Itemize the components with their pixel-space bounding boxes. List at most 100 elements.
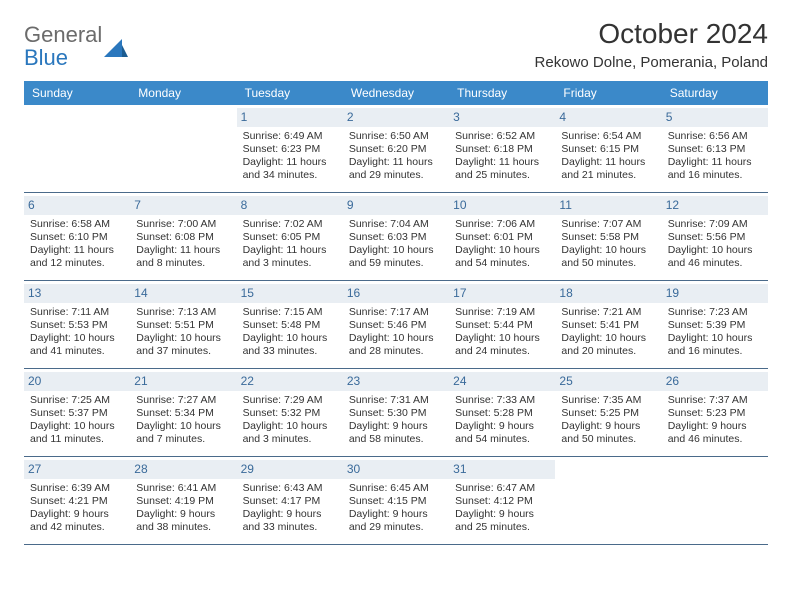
day-number: 7 bbox=[130, 196, 236, 215]
sunrise-text: Sunrise: 6:45 AM bbox=[349, 482, 443, 495]
sunrise-text: Sunrise: 6:58 AM bbox=[30, 218, 124, 231]
day-number: 30 bbox=[343, 460, 449, 479]
calendar-cell: 22Sunrise: 7:29 AMSunset: 5:32 PMDayligh… bbox=[237, 369, 343, 457]
calendar-cell: 8Sunrise: 7:02 AMSunset: 6:05 PMDaylight… bbox=[237, 193, 343, 281]
brand-triangle-icon bbox=[104, 37, 128, 59]
sunset-text: Sunset: 4:21 PM bbox=[30, 495, 124, 508]
weekday-heading: Monday bbox=[130, 81, 236, 105]
calendar-cell: 26Sunrise: 7:37 AMSunset: 5:23 PMDayligh… bbox=[662, 369, 768, 457]
sunset-text: Sunset: 6:03 PM bbox=[349, 231, 443, 244]
day-number: 1 bbox=[237, 108, 343, 127]
calendar-cell: 17 Sunrise: 7:19 AMSunset: 5:44 PMDayligh… bbox=[449, 281, 555, 369]
sunrise-text: Sunrise: 6:39 AM bbox=[30, 482, 124, 495]
day-number: 3 bbox=[449, 108, 555, 127]
daylight-text: Daylight: 11 hours and 34 minutes. bbox=[243, 156, 337, 182]
daylight-text: Daylight: 10 hours and 16 minutes. bbox=[668, 332, 762, 358]
calendar-cell-empty bbox=[130, 105, 236, 193]
daylight-text: Daylight: 11 hours and 25 minutes. bbox=[455, 156, 549, 182]
calendar-cell-empty bbox=[24, 105, 130, 193]
day-number: 23 bbox=[343, 372, 449, 391]
daylight-text: Daylight: 10 hours and 50 minutes. bbox=[561, 244, 655, 270]
sunrise-text: Sunrise: 7:06 AM bbox=[455, 218, 549, 231]
calendar-cell: 18Sunrise: 7:21 AMSunset: 5:41 PMDayligh… bbox=[555, 281, 661, 369]
sunrise-text: Sunrise: 6:56 AM bbox=[668, 130, 762, 143]
title-block: October 2024 Rekowo Dolne, Pomerania, Po… bbox=[535, 18, 768, 71]
calendar-cell: 21Sunrise: 7:27 AMSunset: 5:34 PMDayligh… bbox=[130, 369, 236, 457]
sunset-text: Sunset: 5:56 PM bbox=[668, 231, 762, 244]
day-number: 17 bbox=[449, 284, 555, 303]
sunset-text: Sunset: 5:46 PM bbox=[349, 319, 443, 332]
day-info: Sunrise: 7:35 AMSunset: 5:25 PMDaylight:… bbox=[561, 394, 655, 447]
sunset-text: Sunset: 5:39 PM bbox=[668, 319, 762, 332]
day-number: 19 bbox=[662, 284, 768, 303]
sunset-text: Sunset: 5:23 PM bbox=[668, 407, 762, 420]
sunset-text: Sunset: 6:18 PM bbox=[455, 143, 549, 156]
sunrise-text: Sunrise: 7:35 AM bbox=[561, 394, 655, 407]
day-number: 31 bbox=[449, 460, 555, 479]
daylight-text: Daylight: 11 hours and 29 minutes. bbox=[349, 156, 443, 182]
month-title: October 2024 bbox=[535, 18, 768, 50]
day-info: Sunrise: 7:27 AMSunset: 5:34 PMDaylight:… bbox=[136, 394, 230, 447]
calendar-cell: 12Sunrise: 7:09 AMSunset: 5:56 PMDayligh… bbox=[662, 193, 768, 281]
sunrise-text: Sunrise: 6:41 AM bbox=[136, 482, 230, 495]
sunrise-text: Sunrise: 7:23 AM bbox=[668, 306, 762, 319]
daylight-text: Daylight: 11 hours and 3 minutes. bbox=[243, 244, 337, 270]
calendar-body: 1 Sunrise: 6:49 AMSunset: 6:23 PMDaylight… bbox=[24, 105, 768, 545]
daylight-text: Daylight: 11 hours and 8 minutes. bbox=[136, 244, 230, 270]
brand-word1: General bbox=[24, 22, 102, 47]
day-info: Sunrise: 6:49 AMSunset: 6:23 PMDaylight:… bbox=[243, 130, 337, 183]
day-number: 22 bbox=[237, 372, 343, 391]
daylight-text: Daylight: 10 hours and 7 minutes. bbox=[136, 420, 230, 446]
sunrise-text: Sunrise: 6:52 AM bbox=[455, 130, 549, 143]
sunset-text: Sunset: 6:05 PM bbox=[243, 231, 337, 244]
day-info: Sunrise: 7:23 AMSunset: 5:39 PMDaylight:… bbox=[668, 306, 762, 359]
calendar-cell: 13Sunrise: 7:11 AMSunset: 5:53 PMDayligh… bbox=[24, 281, 130, 369]
day-number: 2 bbox=[343, 108, 449, 127]
day-info: Sunrise: 7:11 AMSunset: 5:53 PMDaylight:… bbox=[30, 306, 124, 359]
weekday-heading: Wednesday bbox=[343, 81, 449, 105]
day-info: Sunrise: 6:56 AMSunset: 6:13 PMDaylight:… bbox=[668, 130, 762, 183]
day-info: Sunrise: 7:15 AMSunset: 5:48 PMDaylight:… bbox=[243, 306, 337, 359]
day-info: Sunrise: 7:07 AMSunset: 5:58 PMDaylight:… bbox=[561, 218, 655, 271]
calendar-cell: 28Sunrise: 6:41 AMSunset: 4:19 PMDayligh… bbox=[130, 457, 236, 545]
day-info: Sunrise: 7:06 AMSunset: 6:01 PMDaylight:… bbox=[455, 218, 549, 271]
calendar-cell: 9Sunrise: 7:04 AMSunset: 6:03 PMDaylight… bbox=[343, 193, 449, 281]
sunrise-text: Sunrise: 7:15 AM bbox=[243, 306, 337, 319]
day-info: Sunrise: 7:19 AMSunset: 5:44 PMDaylight:… bbox=[455, 306, 549, 359]
sunset-text: Sunset: 6:13 PM bbox=[668, 143, 762, 156]
calendar-cell: 10Sunrise: 7:06 AMSunset: 6:01 PMDayligh… bbox=[449, 193, 555, 281]
daylight-text: Daylight: 9 hours and 25 minutes. bbox=[455, 508, 549, 534]
sunrise-text: Sunrise: 6:50 AM bbox=[349, 130, 443, 143]
calendar-cell: 2Sunrise: 6:50 AMSunset: 6:20 PMDaylight… bbox=[343, 105, 449, 193]
sunset-text: Sunset: 5:53 PM bbox=[30, 319, 124, 332]
calendar-cell: 19 Sunrise: 7:23 AMSunset: 5:39 PMDayligh… bbox=[662, 281, 768, 369]
weekday-heading: Sunday bbox=[24, 81, 130, 105]
sunrise-text: Sunrise: 7:09 AM bbox=[668, 218, 762, 231]
sunset-text: Sunset: 6:10 PM bbox=[30, 231, 124, 244]
day-info: Sunrise: 6:39 AMSunset: 4:21 PMDaylight:… bbox=[30, 482, 124, 535]
sunrise-text: Sunrise: 7:29 AM bbox=[243, 394, 337, 407]
calendar-cell: 25Sunrise: 7:35 AMSunset: 5:25 PMDayligh… bbox=[555, 369, 661, 457]
calendar-cell: 29Sunrise: 6:43 AMSunset: 4:17 PMDayligh… bbox=[237, 457, 343, 545]
day-number: 18 bbox=[555, 284, 661, 303]
sunset-text: Sunset: 6:01 PM bbox=[455, 231, 549, 244]
day-info: Sunrise: 6:43 AMSunset: 4:17 PMDaylight:… bbox=[243, 482, 337, 535]
calendar-cell-empty bbox=[555, 457, 661, 545]
daylight-text: Daylight: 9 hours and 42 minutes. bbox=[30, 508, 124, 534]
day-info: Sunrise: 7:00 AMSunset: 6:08 PMDaylight:… bbox=[136, 218, 230, 271]
sunrise-text: Sunrise: 6:49 AM bbox=[243, 130, 337, 143]
daylight-text: Daylight: 9 hours and 50 minutes. bbox=[561, 420, 655, 446]
sunset-text: Sunset: 4:17 PM bbox=[243, 495, 337, 508]
calendar-cell: 5Sunrise: 6:56 AMSunset: 6:13 PMDaylight… bbox=[662, 105, 768, 193]
daylight-text: Daylight: 9 hours and 54 minutes. bbox=[455, 420, 549, 446]
sunrise-text: Sunrise: 7:33 AM bbox=[455, 394, 549, 407]
calendar-cell: 23 Sunrise: 7:31 AMSunset: 5:30 PMDayligh… bbox=[343, 369, 449, 457]
weekday-heading: Tuesday bbox=[237, 81, 343, 105]
day-info: Sunrise: 7:31 AMSunset: 5:30 PMDaylight:… bbox=[349, 394, 443, 447]
daylight-text: Daylight: 9 hours and 46 minutes. bbox=[668, 420, 762, 446]
day-info: Sunrise: 6:58 AMSunset: 6:10 PMDaylight:… bbox=[30, 218, 124, 271]
sunset-text: Sunset: 5:32 PM bbox=[243, 407, 337, 420]
weekday-heading: Friday bbox=[555, 81, 661, 105]
day-info: Sunrise: 6:47 AMSunset: 4:12 PMDaylight:… bbox=[455, 482, 549, 535]
daylight-text: Daylight: 11 hours and 12 minutes. bbox=[30, 244, 124, 270]
